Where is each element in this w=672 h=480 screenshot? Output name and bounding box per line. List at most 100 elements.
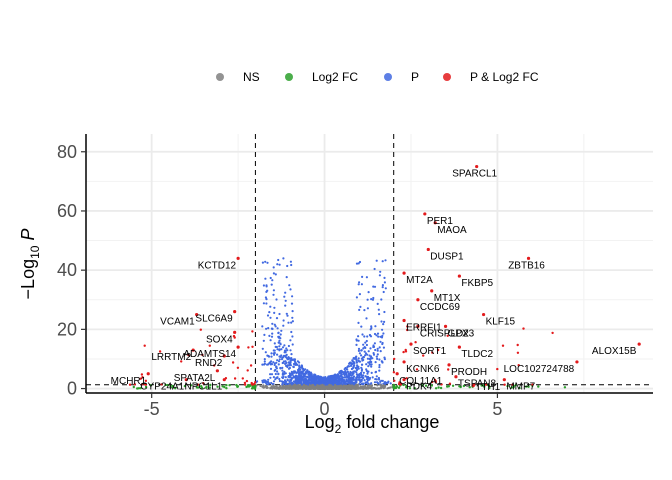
data-point bbox=[208, 344, 211, 347]
data-point bbox=[357, 262, 360, 265]
data-point bbox=[286, 314, 289, 317]
data-point bbox=[272, 349, 275, 352]
data-point bbox=[364, 354, 367, 357]
data-point bbox=[283, 344, 286, 347]
data-point bbox=[344, 384, 347, 388]
data-point bbox=[378, 366, 381, 369]
data-point bbox=[171, 386, 174, 389]
data-point bbox=[262, 284, 265, 287]
data-point bbox=[254, 381, 257, 384]
data-point bbox=[241, 377, 244, 380]
data-point bbox=[346, 368, 349, 371]
data-point bbox=[360, 363, 364, 366]
gene-point bbox=[233, 330, 237, 334]
gene-label: SLC6A9 bbox=[195, 314, 233, 325]
data-point bbox=[305, 370, 308, 373]
data-point bbox=[274, 273, 277, 276]
data-point bbox=[342, 387, 345, 390]
data-point bbox=[375, 259, 378, 262]
data-point bbox=[199, 328, 202, 331]
gene-label: NPC1L1 bbox=[184, 382, 222, 393]
data-point bbox=[415, 368, 419, 371]
data-point bbox=[370, 371, 373, 374]
data-point bbox=[376, 353, 379, 356]
data-point bbox=[270, 283, 273, 286]
data-point bbox=[421, 384, 424, 387]
data-point bbox=[271, 279, 274, 282]
data-point bbox=[375, 378, 378, 381]
data-point bbox=[187, 353, 190, 357]
data-point bbox=[292, 362, 296, 366]
data-point bbox=[149, 384, 153, 387]
data-point bbox=[344, 382, 347, 385]
data-point bbox=[468, 386, 471, 389]
data-point bbox=[363, 350, 366, 353]
data-point bbox=[282, 319, 285, 322]
gene-point bbox=[191, 348, 195, 352]
data-point bbox=[274, 325, 277, 328]
data-point bbox=[267, 378, 270, 381]
data-point bbox=[365, 317, 368, 320]
legend-marker bbox=[443, 73, 451, 81]
data-point bbox=[164, 383, 167, 387]
gene-point bbox=[454, 375, 458, 379]
data-point bbox=[531, 383, 534, 386]
data-point bbox=[264, 277, 267, 280]
data-point bbox=[285, 312, 288, 315]
data-point bbox=[261, 363, 264, 366]
gene-label: LRRTM2 bbox=[151, 352, 191, 363]
data-point bbox=[183, 384, 187, 388]
data-point bbox=[245, 385, 248, 389]
data-point bbox=[333, 387, 336, 390]
data-point bbox=[378, 313, 381, 316]
data-point bbox=[373, 332, 377, 336]
data-point bbox=[382, 332, 385, 335]
gene-label: DUSP1 bbox=[430, 251, 464, 262]
data-point bbox=[376, 357, 379, 360]
data-point bbox=[430, 380, 434, 384]
data-point bbox=[373, 381, 377, 384]
data-point bbox=[486, 383, 490, 387]
data-point bbox=[328, 378, 331, 381]
data-point bbox=[279, 367, 282, 370]
data-point bbox=[256, 380, 259, 383]
data-point bbox=[382, 290, 385, 294]
data-point bbox=[359, 387, 362, 390]
data-point bbox=[310, 374, 313, 377]
data-point bbox=[290, 330, 293, 334]
data-point bbox=[377, 335, 380, 338]
data-point bbox=[506, 384, 509, 388]
data-point bbox=[382, 323, 385, 326]
data-point bbox=[344, 376, 347, 379]
data-point bbox=[355, 296, 358, 299]
data-point bbox=[381, 284, 384, 287]
data-point bbox=[355, 262, 359, 265]
data-point bbox=[344, 372, 347, 376]
data-point bbox=[208, 386, 211, 389]
data-point bbox=[261, 261, 264, 264]
data-point bbox=[225, 384, 228, 387]
data-point bbox=[385, 381, 388, 384]
data-point bbox=[143, 344, 146, 347]
data-point bbox=[434, 379, 437, 383]
data-point bbox=[128, 383, 132, 386]
data-point bbox=[404, 350, 408, 353]
data-point bbox=[362, 347, 365, 350]
data-point bbox=[329, 381, 332, 384]
data-point bbox=[384, 259, 387, 262]
data-point bbox=[272, 380, 276, 383]
gene-point bbox=[471, 384, 475, 388]
gene-label: GPX3 bbox=[448, 328, 475, 339]
data-point bbox=[282, 324, 285, 327]
data-point bbox=[358, 376, 361, 379]
data-point bbox=[269, 305, 272, 308]
data-point bbox=[312, 386, 315, 389]
data-point bbox=[201, 353, 204, 357]
legend-label: P & Log2 FC bbox=[470, 70, 539, 84]
data-point bbox=[370, 298, 373, 301]
data-point bbox=[371, 376, 374, 379]
data-point bbox=[392, 371, 396, 374]
gene-point bbox=[222, 378, 226, 382]
data-point bbox=[446, 385, 449, 388]
data-point bbox=[414, 341, 417, 344]
